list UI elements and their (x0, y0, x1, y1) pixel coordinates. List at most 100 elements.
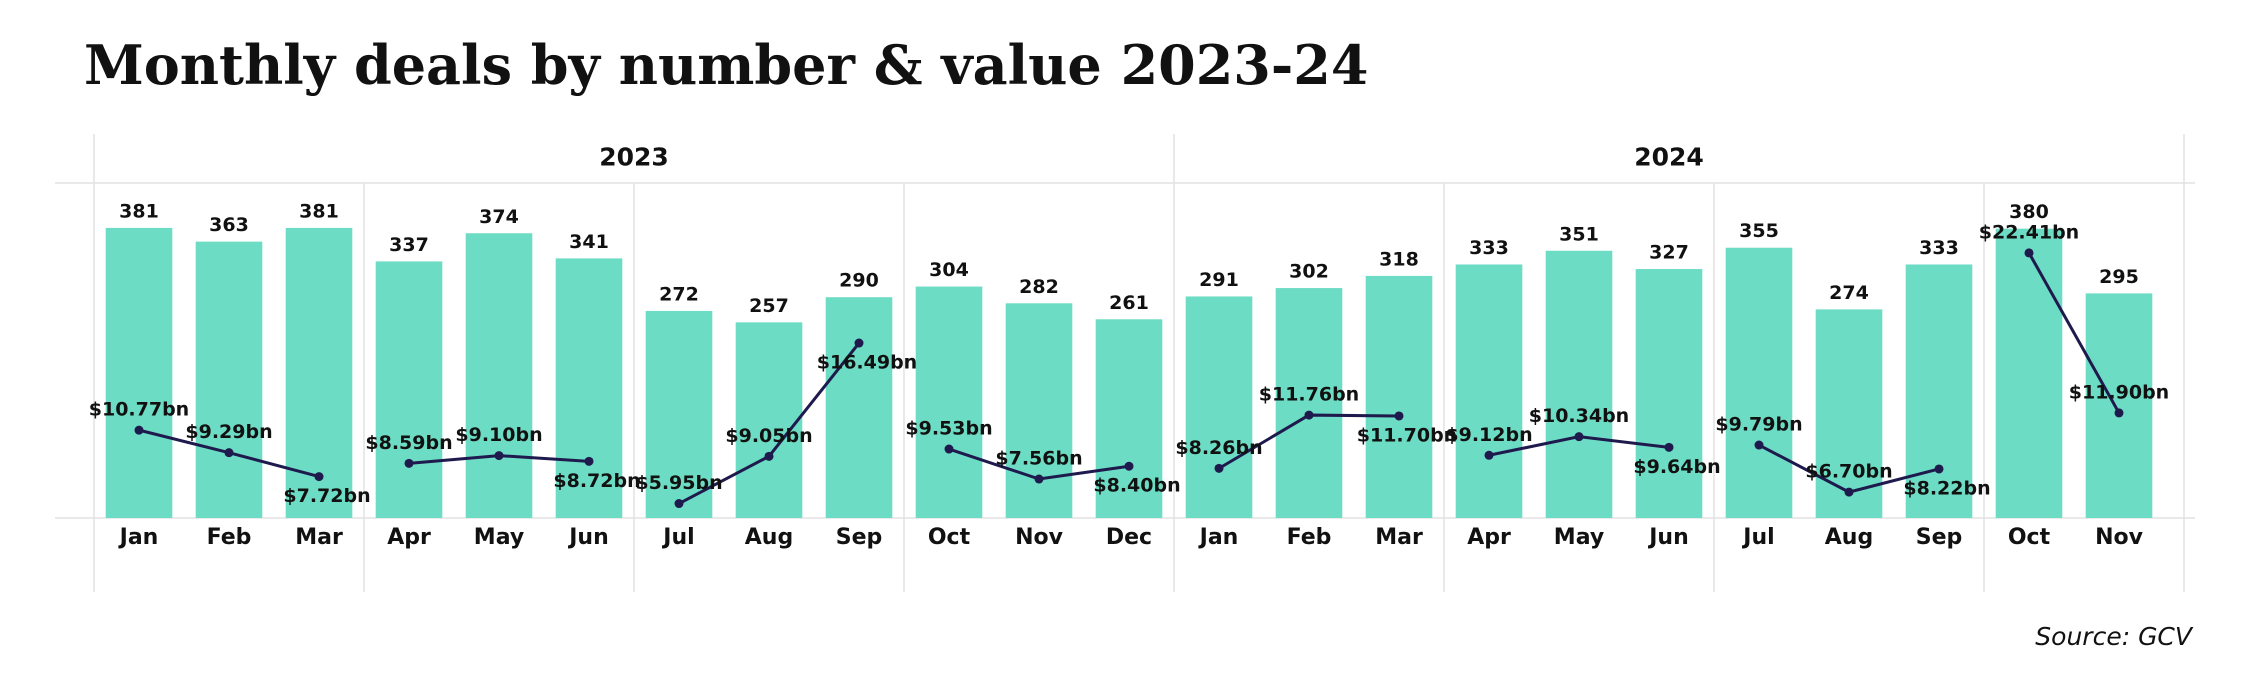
x-tick-label: May (1554, 525, 1604, 550)
bar-label: 261 (1109, 292, 1149, 314)
value-point (1574, 432, 1584, 442)
value-label: $22.41bn (1979, 221, 2079, 243)
value-point (1124, 461, 1134, 471)
bar-label: 341 (569, 231, 609, 253)
value-label: $8.22bn (1903, 477, 1990, 499)
bar-label: 351 (1559, 223, 1599, 245)
value-label: $11.76bn (1259, 384, 1359, 406)
bar (1815, 309, 1883, 518)
bar (735, 322, 803, 518)
value-label: $5.95bn (635, 472, 722, 494)
value-label: $9.79bn (1715, 414, 1802, 436)
x-tick-label: Apr (387, 525, 431, 550)
bar-label: 272 (659, 283, 699, 305)
bar (555, 258, 623, 518)
x-tick-label: Jul (661, 525, 694, 550)
value-label: $8.72bn (553, 470, 640, 492)
value-point (494, 451, 504, 461)
value-point (1304, 410, 1314, 420)
bar (1095, 319, 1163, 518)
bar (1725, 247, 1793, 518)
x-tick-label: Dec (1106, 525, 1152, 550)
bar-label: 290 (839, 270, 879, 292)
bar-label: 337 (389, 234, 429, 256)
bar-label: 363 (209, 214, 249, 236)
x-tick-label: Oct (2008, 525, 2051, 550)
bar-label: 304 (929, 259, 969, 281)
year-label: 2023 (599, 143, 669, 172)
source: Source: GCV (2035, 622, 2194, 651)
x-tick-label: Mar (295, 525, 343, 550)
value-label: $7.56bn (995, 448, 1082, 470)
x-tick-label: Jun (1647, 525, 1689, 550)
bar-label: 257 (749, 295, 789, 317)
value-point (1214, 463, 1224, 473)
value-label: $9.53bn (905, 418, 992, 440)
value-label: $7.72bn (283, 485, 370, 507)
bar (1635, 269, 1703, 518)
x-tick-label: Aug (1825, 525, 1873, 550)
x-tick-label: Jul (1741, 525, 1774, 550)
value-label: $9.12bn (1445, 424, 1532, 446)
x-tick-label: Feb (207, 525, 252, 550)
value-point (764, 451, 774, 461)
year-label: 2024 (1634, 143, 1704, 172)
x-tick-label: Nov (1015, 525, 1064, 550)
chart-title: Monthly deals by number & value 2023-24 (84, 33, 1368, 97)
bar-label: 291 (1199, 269, 1239, 291)
value-point (2114, 408, 2124, 418)
bar (465, 233, 533, 518)
x-tick-label: Sep (836, 525, 883, 550)
x-tick-label: Sep (1916, 525, 1963, 550)
x-tick-label: May (474, 525, 524, 550)
bar (825, 297, 893, 518)
value-point (1664, 442, 1674, 452)
x-tick-label: Feb (1287, 525, 1332, 550)
value-label: $8.40bn (1093, 475, 1180, 497)
bar-label: 380 (2009, 201, 2049, 223)
value-label: $16.49bn (817, 352, 917, 374)
value-point (2024, 248, 2034, 258)
value-label: $11.90bn (2069, 381, 2169, 403)
bar (1545, 250, 1613, 519)
bar-label: 374 (479, 206, 519, 228)
bar (1005, 303, 1073, 518)
x-tick-label: Jun (567, 525, 609, 550)
bar (1455, 264, 1523, 518)
bar-label: 381 (299, 200, 339, 222)
bar-label: 318 (1379, 248, 1419, 270)
value-point (1034, 474, 1044, 484)
value-point (944, 444, 954, 454)
bar (1365, 275, 1433, 518)
value-label: $10.77bn (89, 399, 189, 421)
value-label: $9.64bn (1633, 456, 1720, 478)
bar (195, 241, 263, 518)
value-point (404, 458, 414, 468)
bar-label: 295 (2099, 266, 2139, 288)
x-tick-label: Aug (745, 525, 793, 550)
x-tick-label: Nov (2095, 525, 2144, 550)
value-point (224, 448, 234, 458)
bar (105, 227, 173, 518)
value-point (1394, 411, 1404, 421)
bar (2085, 293, 2153, 518)
value-label: $11.70bn (1357, 424, 1457, 446)
value-label: $6.70bn (1805, 461, 1892, 483)
value-label: $8.59bn (365, 432, 452, 454)
value-point (584, 456, 594, 466)
value-label: $9.05bn (725, 425, 812, 447)
bar-label: 282 (1019, 276, 1059, 298)
value-line (2027, 252, 2121, 414)
bar-label: 302 (1289, 261, 1329, 283)
value-point (1934, 464, 1944, 474)
value-label: $9.10bn (455, 424, 542, 446)
value-label: $10.34bn (1529, 405, 1629, 427)
value-label: $8.26bn (1175, 437, 1262, 459)
x-tick-label: Jan (1198, 525, 1239, 550)
bar-label: 333 (1469, 237, 1509, 259)
bar (375, 261, 443, 518)
bar (645, 310, 713, 518)
bar-label: 274 (1829, 282, 1869, 304)
value-point (1844, 487, 1854, 497)
